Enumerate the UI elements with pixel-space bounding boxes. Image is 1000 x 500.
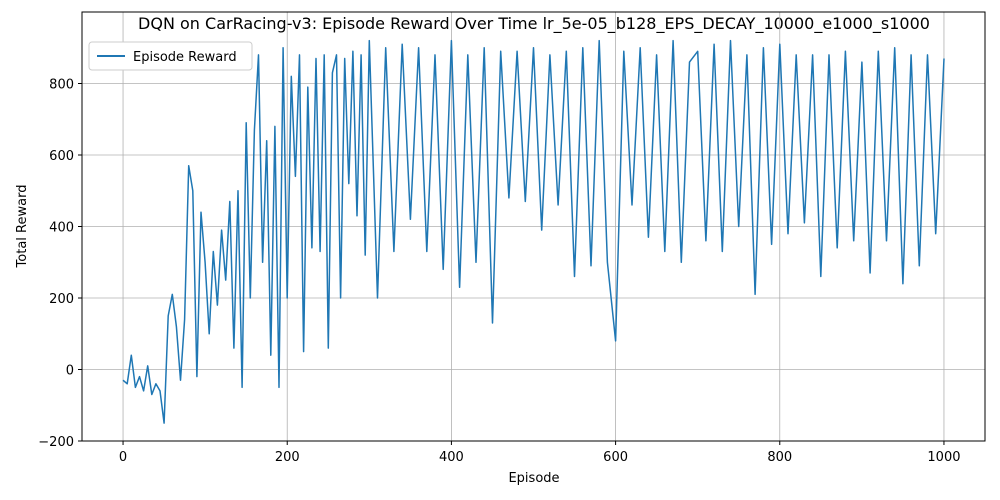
x-tick-label: 0 [119,450,127,465]
x-tick-label: 200 [275,450,300,465]
legend-label: Episode Reward [133,50,237,65]
series-layer [122,39,945,424]
y-tick-label: 600 [49,149,74,164]
y-tick-label: 0 [66,364,74,379]
chart-title: DQN on CarRacing-v3: Episode Reward Over… [138,14,930,34]
y-tick-label: 400 [49,221,74,236]
y-axis-label: Total Reward [15,185,30,269]
legend-box [88,41,253,71]
y-tick-label: −200 [38,435,74,450]
x-tick-label: 1000 [927,450,960,465]
x-tick-label: 600 [603,450,628,465]
y-tick-label: 800 [49,78,74,93]
x-axis-label: Episode [508,471,559,486]
series-line-episode-reward [122,39,945,424]
legend: Episode Reward [88,41,253,71]
y-tick-label: 200 [49,292,74,307]
x-tick-label: 800 [767,450,792,465]
tick-layer: 0 200 400 600 800 1000 −200 0 200 400 600 800 [38,78,960,466]
x-tick-label: 400 [439,450,464,465]
